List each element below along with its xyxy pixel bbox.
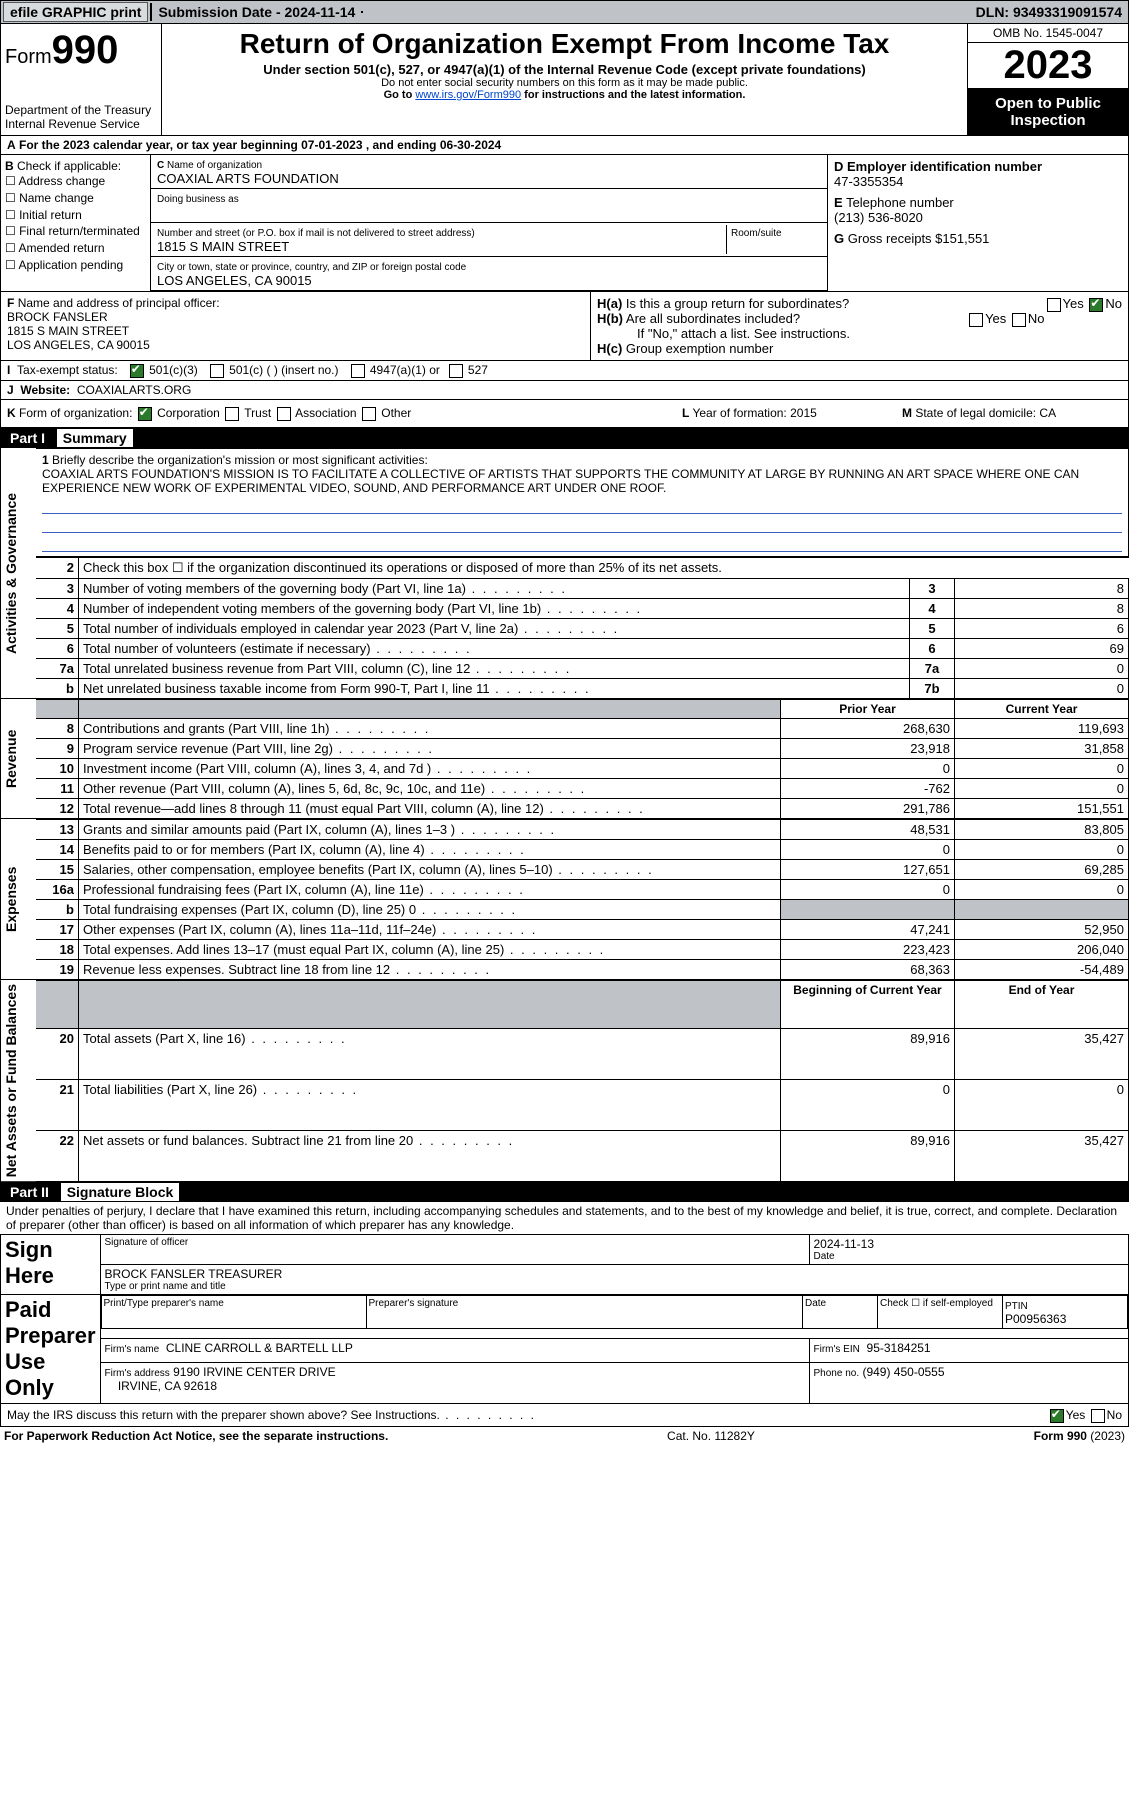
discuss-no[interactable] — [1091, 1409, 1105, 1423]
ck-final-return[interactable]: ☐ Final return/terminated — [5, 223, 146, 240]
city-state-zip: LOS ANGELES, CA 90015 — [157, 273, 312, 288]
officer-addr2: LOS ANGELES, CA 90015 — [7, 338, 150, 352]
ck-4947[interactable] — [351, 364, 365, 378]
self-employed-check[interactable]: Check ☐ if self-employed — [878, 1295, 1003, 1328]
section-ag: Activities & Governance — [0, 448, 36, 699]
org-name: COAXIAL ARTS FOUNDATION — [157, 171, 339, 186]
irs-label: Internal Revenue Service — [5, 117, 157, 131]
exp-table: 13Grants and similar amounts paid (Part … — [36, 819, 1129, 980]
part1-bar: Part I Summary — [0, 428, 1129, 448]
hb-yes[interactable] — [969, 313, 983, 327]
ein: 47-3355354 — [834, 174, 903, 189]
na-table: Beginning of Current YearEnd of Year20To… — [36, 980, 1129, 1182]
firm-addr1: 9190 IRVINE CENTER DRIVE — [173, 1365, 336, 1379]
part2-bar: Part II Signature Block — [0, 1182, 1129, 1202]
open-to-public: Open to Public Inspection — [968, 89, 1128, 135]
block-b-c-d-e-g: B Check if applicable: ☐ Address change … — [0, 155, 1129, 292]
firm-name: CLINE CARROLL & BARTELL LLP — [166, 1341, 353, 1355]
block-f-h: F Name and address of principal officer:… — [0, 292, 1129, 361]
year-formation: 2015 — [790, 406, 817, 420]
ha-yes[interactable] — [1047, 298, 1061, 312]
firm-phone: (949) 450-0555 — [862, 1365, 944, 1379]
rev-table: Prior YearCurrent Year8Contributions and… — [36, 699, 1129, 819]
omb-number: OMB No. 1545-0047 — [968, 24, 1128, 43]
line-j: J Website: COAXIALARTS.ORG — [0, 381, 1129, 400]
form-subtitle: Under section 501(c), 527, or 4947(a)(1)… — [166, 62, 963, 77]
ck-other[interactable] — [362, 407, 376, 421]
officer-addr1: 1815 S MAIN STREET — [7, 324, 129, 338]
ck-501c3[interactable] — [130, 364, 144, 378]
signature-block: Sign Here Signature of officer 2024-11-1… — [0, 1234, 1129, 1404]
perjury-declaration: Under penalties of perjury, I declare th… — [0, 1202, 1129, 1234]
street-address: 1815 S MAIN STREET — [157, 239, 289, 254]
ck-name-change[interactable]: ☐ Name change — [5, 190, 146, 207]
ag-table: 2Check this box ☐ if the organization di… — [36, 557, 1129, 699]
sign-date: 2024-11-13 — [814, 1237, 1125, 1251]
ck-501c[interactable] — [210, 364, 224, 378]
line-i: I Tax-exempt status: 501(c)(3) 501(c) ( … — [0, 361, 1129, 381]
ck-application-pending[interactable]: ☐ Application pending — [5, 257, 146, 274]
form-header: Form990 Department of the Treasury Inter… — [0, 24, 1129, 136]
state-domicile: CA — [1039, 406, 1056, 420]
ck-amended-return[interactable]: ☐ Amended return — [5, 240, 146, 257]
mission-text: COAXIAL ARTS FOUNDATION'S MISSION IS TO … — [42, 467, 1079, 495]
ck-corp[interactable] — [138, 407, 152, 421]
firm-ein: 95-3184251 — [867, 1341, 931, 1355]
ck-address-change[interactable]: ☐ Address change — [5, 173, 146, 190]
gross-receipts: 151,551 — [942, 231, 989, 246]
firm-addr2: IRVINE, CA 92618 — [118, 1379, 217, 1393]
officer-name: BROCK FANSLER — [7, 310, 108, 324]
ssn-warning: Do not enter social security numbers on … — [166, 77, 963, 89]
treasury-dept: Department of the Treasury — [5, 103, 157, 117]
section-exp: Expenses — [0, 819, 36, 980]
irs-link[interactable]: www.irs.gov/Form990 — [415, 89, 521, 101]
officer-sign-name: BROCK FANSLER TREASURER — [105, 1267, 1125, 1281]
line-a: A For the 2023 calendar year, or tax yea… — [0, 136, 1129, 155]
website-url: COAXIALARTS.ORG — [77, 383, 191, 397]
top-bar: efile GRAPHIC print Submission Date - 20… — [0, 0, 1129, 24]
ha-no[interactable] — [1089, 298, 1103, 312]
section-na: Net Assets or Fund Balances — [0, 980, 36, 1182]
form-number: Form990 — [5, 28, 157, 73]
discuss-line: May the IRS discuss this return with the… — [0, 1404, 1129, 1427]
line-k-l-m: K Form of organization: Corporation Trus… — [0, 400, 1129, 428]
ck-527[interactable] — [449, 364, 463, 378]
discuss-yes[interactable] — [1050, 1409, 1064, 1423]
tax-year: 2023 — [968, 43, 1128, 89]
ck-initial-return[interactable]: ☐ Initial return — [5, 207, 146, 224]
form-title: Return of Organization Exempt From Incom… — [166, 28, 963, 60]
footer: For Paperwork Reduction Act Notice, see … — [0, 1427, 1129, 1445]
efile-print-button[interactable]: efile GRAPHIC print — [3, 2, 148, 22]
section-rev: Revenue — [0, 699, 36, 819]
ck-trust[interactable] — [225, 407, 239, 421]
goto-line: Go to www.irs.gov/Form990 for instructio… — [166, 89, 963, 101]
dln: DLN: 93493319091574 — [970, 3, 1128, 21]
ck-assoc[interactable] — [277, 407, 291, 421]
submission-date: Submission Date - 2024-11-14 — [150, 3, 361, 21]
phone: (213) 536-8020 — [834, 210, 923, 225]
ptin: P00956363 — [1005, 1312, 1066, 1326]
hb-no[interactable] — [1012, 313, 1026, 327]
